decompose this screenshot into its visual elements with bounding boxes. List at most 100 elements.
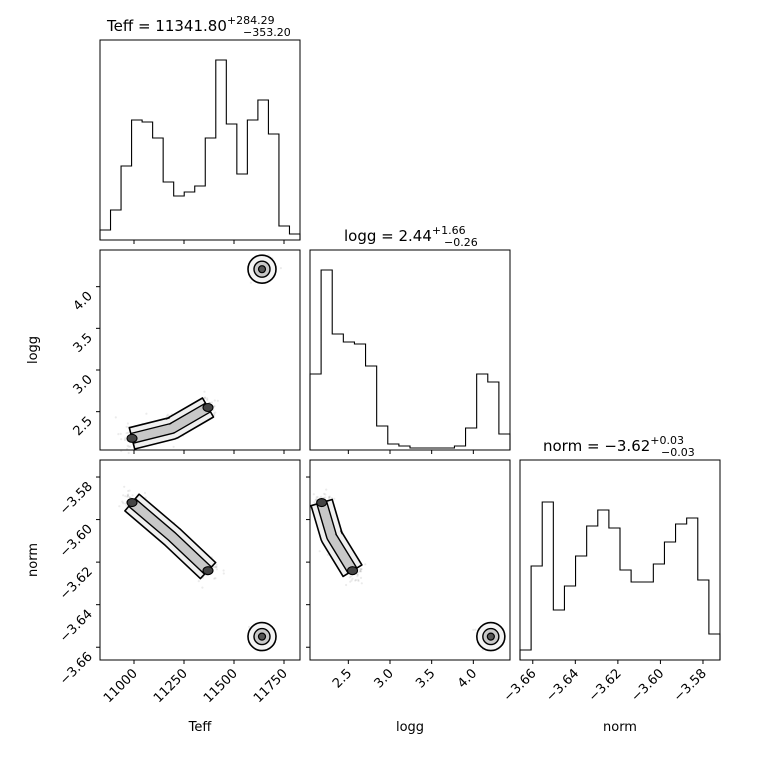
chart-marks: 11000 11250 11500 11750 2.5 3.0 3.5 4.0 −3.66 −3.…	[57, 59, 721, 706]
sample-point-teff-logg-246	[206, 398, 209, 402]
title-teff-value: 11341.80	[155, 17, 227, 35]
sample-point-logg-norm-234	[360, 582, 363, 585]
sample-point-logg-norm-256	[357, 579, 360, 583]
sample-point-teff-logg-310	[249, 281, 252, 284]
sample-point-teff-norm-318	[248, 625, 251, 629]
ytick-label-logg-0: 2.5	[71, 414, 96, 439]
scatter-teff-logg-panel	[99, 249, 301, 451]
sample-point-logg-norm-251	[354, 579, 357, 582]
sample-point-logg-norm-61	[315, 498, 318, 501]
sample-point-teff-norm-232	[213, 565, 216, 568]
sample-point-teff-norm-252	[197, 580, 200, 583]
sample-point-logg-norm-248	[359, 576, 363, 580]
sample-point-teff-logg-265	[210, 401, 213, 404]
sample-point-teff-norm-179	[122, 502, 125, 505]
sample-point-teff-logg-150	[124, 437, 127, 440]
xtick-label-norm-0: −3.66	[501, 666, 540, 705]
sample-point-teff-norm-272	[214, 565, 217, 569]
sample-point-teff-norm-274	[222, 572, 225, 575]
sample-point-logg-norm-236	[364, 563, 367, 566]
sample-point-teff-norm-156	[126, 494, 130, 498]
sample-point-teff-logg-185	[172, 445, 175, 448]
ytick-label-norm-4: −3.58	[57, 479, 96, 518]
sample-point-teff-norm-162	[121, 500, 124, 503]
hist-logg-steps	[309, 269, 511, 450]
contour-core-logg-norm-0	[316, 498, 328, 508]
sample-point-teff-norm-167	[144, 496, 147, 499]
xtick-label-logg-2: 3.5	[413, 666, 438, 691]
sample-point-teff-norm-148	[127, 493, 130, 496]
xtick-label-teff-1: 11250	[151, 666, 191, 706]
xlabel-logg: logg	[396, 720, 424, 735]
sample-point-teff-norm-180	[131, 494, 134, 497]
sample-point-teff-logg-145	[125, 432, 128, 435]
sample-point-teff-logg-236	[214, 411, 217, 414]
scatter-teff-norm-panel	[99, 459, 301, 661]
sample-point-logg-norm-240	[349, 580, 352, 583]
sample-point-teff-logg-140	[126, 444, 129, 447]
title-norm-plus: +0.03	[650, 434, 684, 447]
sample-point-logg-norm-237	[360, 570, 363, 573]
title-logg-param: logg	[344, 227, 376, 245]
ylabel-norm: norm	[26, 543, 41, 577]
sample-point-teff-logg-158	[123, 438, 126, 442]
sample-point-teff-norm-170	[125, 504, 128, 507]
title-teff-param: Teff	[106, 17, 134, 35]
sample-point-logg-norm-254	[359, 568, 362, 571]
title-logg-value: 2.44	[399, 227, 432, 245]
sample-point-teff-norm-157	[123, 485, 126, 488]
sample-point-teff-norm-55	[126, 494, 129, 497]
sample-point-teff-logg-151	[127, 431, 130, 434]
xlabel-teff: Teff	[188, 720, 213, 735]
hist-norm-steps	[519, 501, 721, 660]
sample-point-teff-logg-255	[213, 405, 216, 408]
sample-point-teff-norm-152	[143, 491, 147, 495]
sample-point-logg-norm-179	[316, 495, 319, 499]
contour-high-core-teff-norm	[257, 632, 267, 641]
xtick-label-norm-1: −3.64	[543, 666, 582, 705]
sample-point-teff-logg-152	[126, 422, 129, 425]
sample-point-logg-norm-150	[323, 492, 326, 495]
hist-norm-panel	[519, 459, 721, 661]
sample-point-teff-logg-50	[120, 438, 123, 441]
sample-point-teff-norm-236	[213, 577, 216, 580]
xlabel-norm: norm	[603, 720, 637, 735]
sample-point-teff-logg-178	[114, 416, 117, 419]
sample-point-teff-norm-154	[128, 496, 131, 499]
sample-point-logg-norm-255	[356, 575, 359, 578]
sample-point-teff-logg-161	[126, 448, 129, 451]
sample-point-teff-logg-247	[203, 390, 206, 393]
xtick-label-norm-4: −3.58	[671, 666, 710, 705]
sample-point-logg-norm-147	[330, 497, 333, 500]
sample-point-teff-norm-141	[127, 489, 130, 493]
sample-point-logg-norm-269	[345, 583, 348, 587]
title-norm-param: norm	[543, 437, 582, 455]
title-logg-plus: +1.66	[432, 224, 466, 237]
sample-point-teff-logg-256	[213, 399, 216, 402]
contour-core-logg-norm-2	[346, 566, 359, 576]
sample-point-teff-norm-239	[214, 577, 217, 580]
sample-point-logg-norm-233	[351, 577, 354, 580]
ytick-label-logg-1: 3.0	[71, 372, 96, 397]
sample-point-logg-norm-252	[350, 579, 353, 582]
sample-point-teff-logg-180	[120, 449, 123, 453]
sample-point-logg-norm-273	[355, 578, 358, 582]
sample-point-logg-norm-170	[319, 495, 323, 498]
contour-high-core-logg-norm	[486, 632, 495, 641]
title-teff: Teff = 11341.80+284.29 −353.20	[106, 14, 291, 39]
sample-point-logg-norm-174	[328, 495, 331, 499]
title-norm-minus: −0.03	[661, 446, 695, 459]
sample-point-logg-norm-141	[333, 497, 336, 500]
title-logg: logg = 2.44+1.66 −0.26	[344, 224, 478, 249]
contour-core-teff-norm-2	[202, 566, 214, 576]
sample-point-teff-norm-176	[118, 505, 121, 508]
sample-point-logg-norm-200	[318, 550, 321, 553]
contour-core-teff-logg-2	[202, 402, 214, 413]
sample-point-logg-norm-80	[360, 568, 363, 571]
scatter-logg-norm-panel	[309, 459, 511, 661]
ytick-label-norm-2: −3.62	[57, 564, 96, 603]
sample-point-teff-logg-179	[125, 425, 128, 428]
sample-point-teff-norm-237	[215, 568, 218, 571]
sample-point-logg-norm-86	[359, 568, 362, 571]
